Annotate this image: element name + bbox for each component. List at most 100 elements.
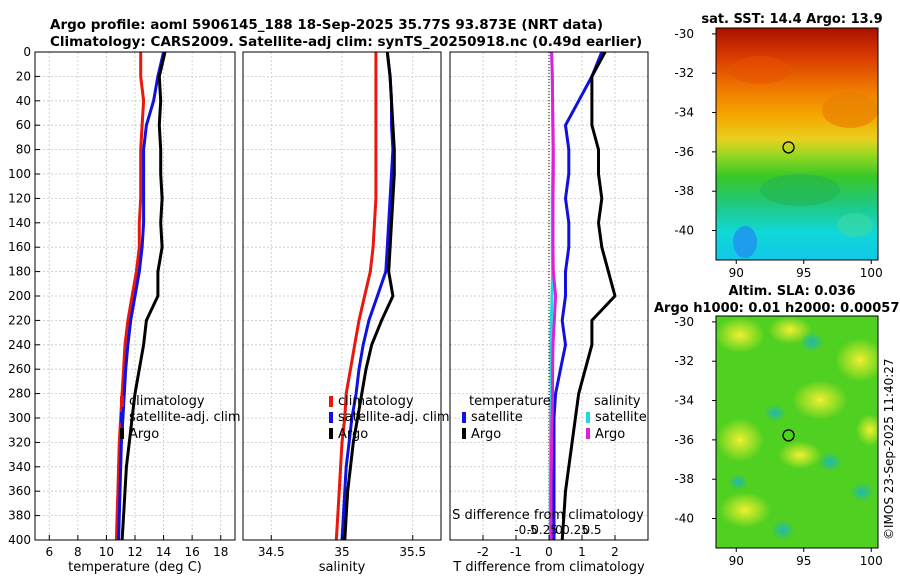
depth-tick-label: 360 (8, 484, 31, 498)
depth-tick-label: 400 (8, 533, 31, 547)
lon-tick-label: 90 (729, 554, 744, 568)
sst-lat-tick-labels: -30 -32 -34 -36 -38 -40 (674, 27, 716, 238)
sla-high-patch (719, 492, 771, 528)
legend-label-argo: Argo (338, 427, 368, 442)
argo-location-marker (782, 141, 795, 154)
sst-patch (760, 174, 840, 206)
temperature-tick-labels: 6 8 10 12 14 16 18 (45, 535, 228, 559)
lat-tick-label: -40 (674, 224, 694, 238)
sla-high-patch (716, 418, 764, 462)
depth-tick-label: 60 (16, 118, 31, 132)
sst-patch (730, 56, 790, 84)
sla-low-patch (728, 474, 748, 490)
legend-swatch-climatology (120, 396, 124, 407)
depth-tick-label: 180 (8, 265, 31, 279)
lon-tick-label: 90 (729, 266, 744, 280)
x-tick-label: 1 (578, 545, 586, 559)
figure-title-line1: Argo profile: aoml 5906145_188 18-Sep-20… (50, 17, 603, 33)
lat-tick-label: -36 (674, 433, 694, 447)
lat-tick-label: -32 (674, 354, 694, 368)
lon-tick-label: 95 (796, 266, 811, 280)
legend-swatch-satellite (329, 412, 333, 423)
legend-label-satellite: satellite-adj. clim (338, 410, 450, 425)
lat-tick-label: -38 (674, 184, 694, 198)
imos-credit: ©IMOS 23-Sep-2025 11:40:27 (882, 358, 896, 540)
legend-label-sal-satellite: satellite (595, 410, 647, 425)
legend-swatch-temp-satellite (462, 412, 466, 423)
series-line-climatology (114, 52, 146, 541)
lat-tick-label: -30 (674, 27, 694, 41)
lon-tick-label: 100 (860, 266, 883, 280)
legend-label-temp-satellite: satellite (471, 410, 523, 425)
x-tick-label: -1 (510, 545, 522, 559)
sla-map-panel: Altim. SLA: 0.036 Argo h1000: 0.01 h2000… (654, 284, 899, 568)
s-tick-label: -0.5 (514, 523, 537, 537)
legend-title-salinity: salinity (594, 394, 641, 409)
sla-lat-tick-labels: -30 -32 -34 -36 -38 -40 (674, 315, 716, 526)
depth-tick-label: 140 (8, 216, 31, 230)
sla-high-patch (835, 338, 878, 382)
depth-tick-label: 0 (23, 45, 31, 59)
x-tick-label: -2 (477, 545, 489, 559)
depth-tick-label: 20 (16, 69, 31, 83)
salinity-legend: climatology satellite-adj. clim Argo (329, 394, 450, 442)
sst-map-title: sat. SST: 14.4 Argo: 13.9 (701, 12, 882, 27)
depth-tick-label: 340 (8, 460, 31, 474)
argo-location-marker (782, 429, 795, 442)
legend-title-temperature: temperature (469, 394, 551, 409)
legend-label-climatology: climatology (338, 394, 414, 409)
s-tick-label: 0.5 (582, 523, 601, 537)
depth-tick-label: 220 (8, 313, 31, 327)
legend-swatch-argo (329, 428, 333, 439)
t-difference-tick-labels: -2 -1 0 1 2 (477, 535, 619, 559)
depth-tick-label: 280 (8, 387, 31, 401)
series-line-satellite-adj-clim (117, 51, 166, 541)
depth-tick-label: 40 (16, 94, 31, 108)
series-line-argo (120, 51, 167, 541)
x-tick-label: 0 (545, 545, 553, 559)
sst-patch (822, 92, 878, 128)
lon-tick-label: 95 (796, 554, 811, 568)
sla-lon-tick-labels: 90 95 100 (729, 548, 883, 568)
sla-high-patch (856, 414, 878, 446)
legend-label-sal-argo: Argo (595, 427, 625, 442)
legend-label-temp-argo: Argo (471, 427, 501, 442)
figure-title-line2: Climatology: CARS2009. Satellite-adj cli… (50, 34, 642, 50)
salinity-tick-labels: 34.5 35 35.5 (258, 535, 426, 559)
sla-low-patch (771, 520, 795, 540)
sla-low-patch (850, 482, 874, 502)
lat-tick-label: -30 (674, 315, 694, 329)
legend-swatch-argo (120, 428, 124, 439)
sla-high-patch (792, 380, 848, 420)
lat-tick-label: -36 (674, 145, 694, 159)
depth-tick-label: 100 (8, 167, 31, 181)
depth-tick-label: 320 (8, 435, 31, 449)
temperature-panel: 0 20 40 60 80 100 120 140 160 180 200 220 240 260 280 3… (8, 45, 241, 575)
x-tick-label: 14 (156, 545, 171, 559)
depth-tick-label: 160 (8, 240, 31, 254)
x-tick-label: 8 (74, 545, 82, 559)
series-line-salinity-argo (549, 51, 558, 540)
lat-tick-label: -34 (674, 394, 694, 408)
legend-label-argo: Argo (129, 427, 159, 442)
x-tick-label: 2 (611, 545, 619, 559)
sla-high-patch (768, 316, 812, 344)
lat-tick-label: -40 (674, 512, 694, 526)
lat-tick-label: -38 (674, 472, 694, 486)
depth-tick-label: 380 (8, 509, 31, 523)
depth-tick-label: 300 (8, 411, 31, 425)
lon-tick-label: 100 (860, 554, 883, 568)
x-tick-label: 18 (213, 545, 228, 559)
sst-map-frame (715, 27, 879, 261)
sla-map-title: Altim. SLA: 0.036 (729, 284, 856, 299)
difference-panel: -2 -1 0 1 2 -0.5-0.250 0.250.5 S difference f… (449, 51, 649, 575)
legend-swatch-temp-argo (462, 428, 466, 439)
sst-patch (733, 226, 757, 258)
x-tick-label: 34.5 (258, 545, 285, 559)
temperature-lines (114, 51, 167, 541)
temperature-xlabel: temperature (deg C) (68, 560, 202, 575)
x-tick-label: 12 (127, 545, 142, 559)
sst-patch (837, 213, 873, 237)
sla-map-frame (715, 315, 879, 549)
